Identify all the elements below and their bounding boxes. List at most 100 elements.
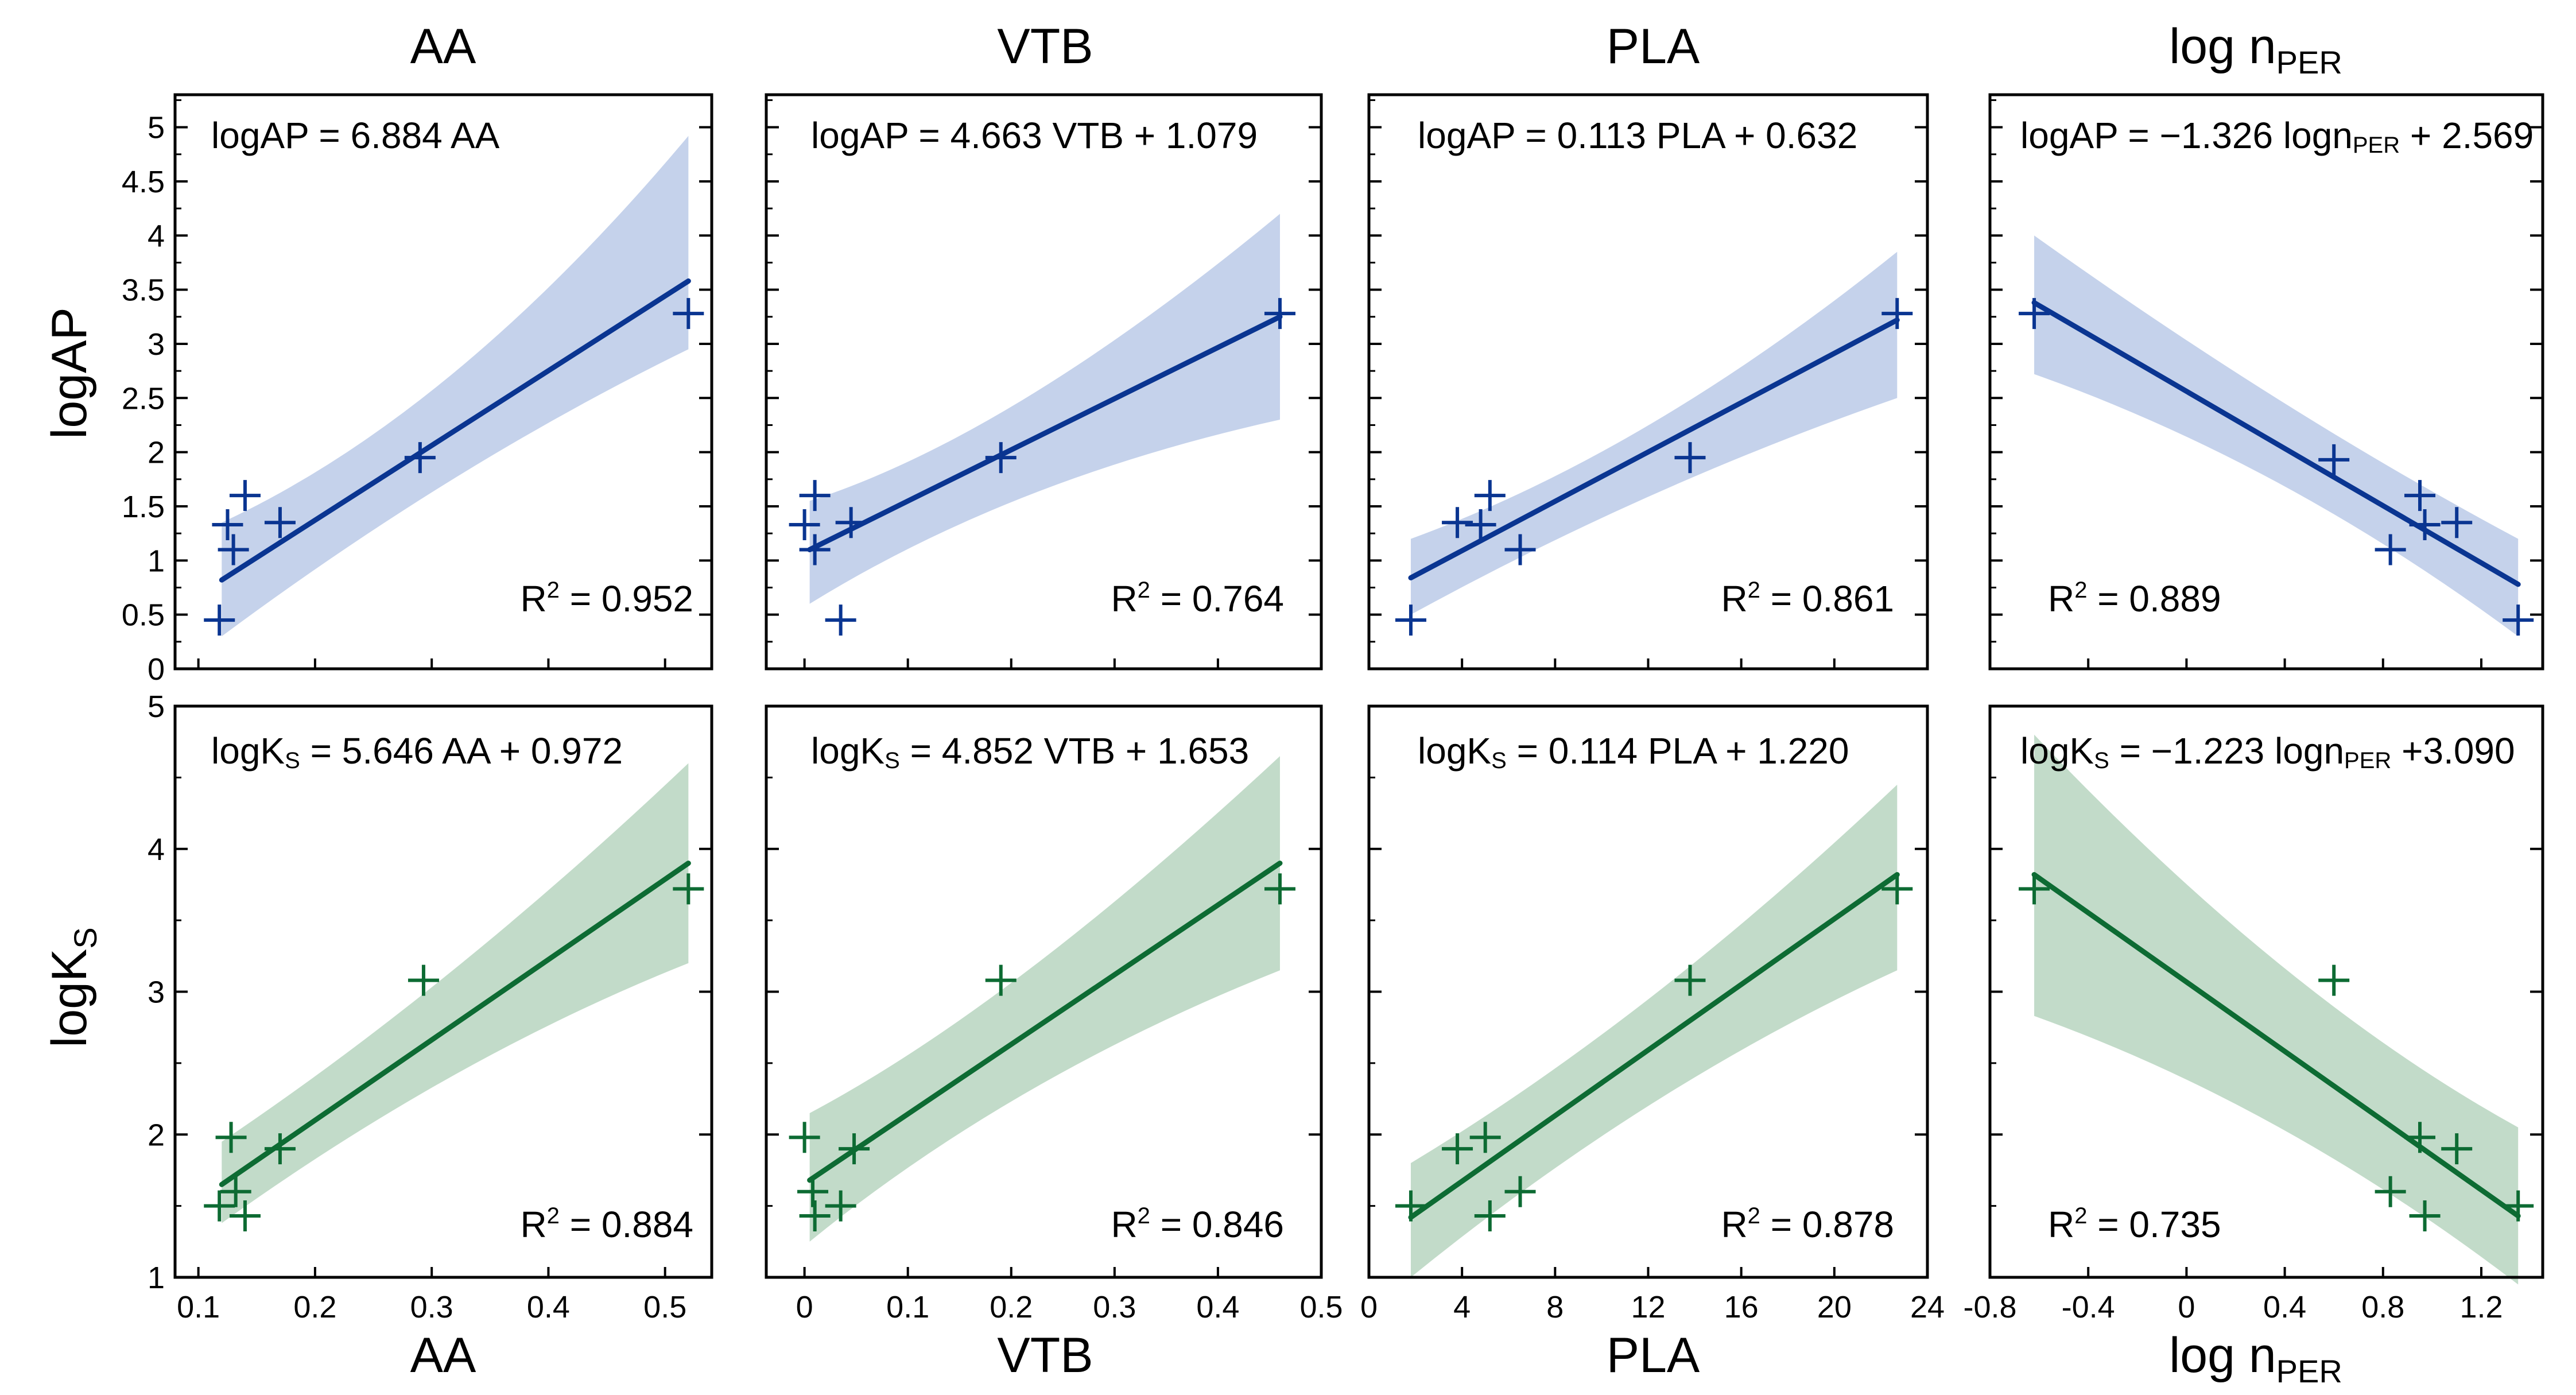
x-label-aa: AA	[410, 1328, 476, 1383]
r2-ap-aa: R2 = 0.952	[520, 578, 693, 619]
data-point	[673, 873, 704, 905]
y-tick-label: 4.5	[122, 165, 165, 199]
eq-ks-vtb-part1: logK	[811, 730, 884, 772]
x-tick-label: 0.1	[177, 1290, 220, 1324]
r2-ap-aa-val: = 0.952	[560, 578, 693, 619]
x-label-logn: log nPER	[2169, 1328, 2342, 1389]
r2-ap-vtb: R2 = 0.764	[1111, 578, 1284, 619]
y-tick-label: 5	[148, 689, 165, 724]
data-point	[264, 507, 296, 538]
eq-ks-logn-sub1: S	[2094, 748, 2109, 773]
eq-ks-pla-sub: S	[1491, 748, 1507, 773]
col-title-logn-main: log n	[2169, 19, 2276, 74]
x-tick-label: 1.2	[2459, 1290, 2503, 1324]
r2-ap-logn-sup: 2	[2074, 578, 2087, 603]
data-point	[799, 480, 831, 512]
r2-ks-logn-sup: 2	[2074, 1203, 2087, 1229]
r2-ap-logn: R2 = 0.889	[2048, 578, 2221, 619]
eq-ap-vtb: logAP = 4.663 VTB + 1.079	[811, 115, 1258, 156]
data-point	[2019, 873, 2050, 905]
x-tick-label: 0.4	[1196, 1290, 1239, 1324]
data-point	[1504, 1176, 1536, 1207]
y-tick-label: 5	[148, 111, 165, 145]
y-label-logap: logAP	[42, 307, 97, 439]
x-label-vtb: VTB	[997, 1328, 1093, 1383]
data-point	[799, 1200, 831, 1232]
y-label-logks: logKS	[42, 927, 103, 1048]
data-point	[839, 1133, 870, 1165]
data-point	[825, 1190, 856, 1222]
data-point	[2404, 1122, 2435, 1153]
r2-ks-pla-val: = 0.878	[1760, 1204, 1894, 1245]
x-tick-label: 0.3	[410, 1290, 453, 1324]
fit-line-ap-aa	[219, 278, 691, 583]
data-point	[2503, 604, 2534, 636]
data-point	[1395, 1190, 1426, 1222]
x-tick-label: 0.4	[527, 1290, 570, 1324]
y-label-logks-main: logK	[42, 949, 97, 1048]
data-point	[2404, 480, 2435, 512]
eq-ap-logn-part1: logAP = −1.326 logn	[2020, 115, 2353, 156]
r2-ap-vtb-r: R	[1111, 578, 1137, 619]
x-tick-label: 0.2	[293, 1290, 336, 1324]
eq-ks-logn-sub2: PER	[2344, 748, 2391, 773]
r2-ap-pla-r: R	[1721, 578, 1747, 619]
data-point	[2375, 534, 2406, 565]
eq-ks-pla: logKS = 0.114 PLA + 1.220	[1418, 730, 1849, 773]
eq-ks-pla-part2: = 0.114 PLA + 1.220	[1507, 730, 1849, 772]
x-tick-label: 0	[1360, 1290, 1378, 1324]
data-point	[789, 1122, 820, 1153]
data-point	[2019, 298, 2050, 330]
r2-ap-aa-sup: 2	[547, 578, 560, 603]
data-point	[229, 1200, 261, 1232]
r2-ap-pla-val: = 0.861	[1760, 578, 1894, 619]
y-tick-label: 1	[148, 544, 165, 578]
data-point	[1474, 1200, 1506, 1232]
data-point	[1474, 480, 1506, 512]
data-point	[985, 442, 1017, 474]
data-point	[212, 509, 243, 541]
eq-ks-logn: logKS = −1.223 lognPER +3.090	[2020, 730, 2515, 773]
x-tick-label: 0.4	[2263, 1290, 2306, 1324]
r2-ks-aa-r: R	[520, 1204, 546, 1245]
data-point	[835, 507, 867, 538]
eq-ks-aa-part2: = 5.646 AA + 0.972	[300, 730, 623, 772]
eq-ks-vtb-part2: = 4.852 VTB + 1.653	[900, 730, 1249, 772]
r2-ap-pla: R2 = 0.861	[1721, 578, 1894, 619]
panel-frame-ap-logn	[1988, 93, 2544, 671]
col-title-vtb: VTB	[997, 19, 1093, 74]
x-tick-label: 16	[1724, 1290, 1759, 1324]
data-point	[1469, 1122, 1501, 1153]
x-tick-label: 12	[1631, 1290, 1665, 1324]
data-point	[204, 604, 235, 636]
x-tick-label: 0.3	[1093, 1290, 1136, 1324]
fit-line-ap-pla	[1408, 317, 1900, 581]
y-tick-label: 1	[148, 1261, 165, 1295]
r2-ks-aa-sup: 2	[547, 1203, 560, 1229]
col-title-aa: AA	[410, 19, 476, 74]
x-tick-label: 0.2	[990, 1290, 1033, 1324]
x-tick-label: 0	[2178, 1290, 2195, 1324]
r2-ap-logn-r: R	[2048, 578, 2074, 619]
x-axis-labels: AA VTB PLA log nPER	[410, 1328, 2342, 1389]
eq-ks-vtb: logKS = 4.852 VTB + 1.653	[811, 730, 1249, 773]
y-tick-label: 4	[148, 832, 165, 867]
fit-line-ks-pla	[1408, 872, 1900, 1220]
x-tick-label: 4	[1453, 1290, 1471, 1324]
panel-frames	[173, 93, 2544, 1279]
confidence-band-ap-pla	[1410, 251, 1898, 615]
x-label-logn-sub: PER	[2276, 1353, 2342, 1389]
x-tick-label: 0	[796, 1290, 813, 1324]
x-tick-label: 0.5	[1299, 1290, 1343, 1324]
fit-line-ks-aa	[219, 861, 691, 1187]
x-tick-label: -0.8	[1963, 1290, 2016, 1324]
y-tick-label: 1.5	[122, 490, 165, 524]
r2-ks-pla-r: R	[1721, 1204, 1747, 1245]
panel-frame-ap-aa	[173, 93, 713, 671]
fit-line-ks-logn	[2031, 872, 2521, 1219]
data-point	[204, 1190, 235, 1222]
data-point	[1264, 298, 1295, 330]
data-point	[2375, 1176, 2406, 1207]
y-tick-label: 0	[148, 652, 165, 687]
